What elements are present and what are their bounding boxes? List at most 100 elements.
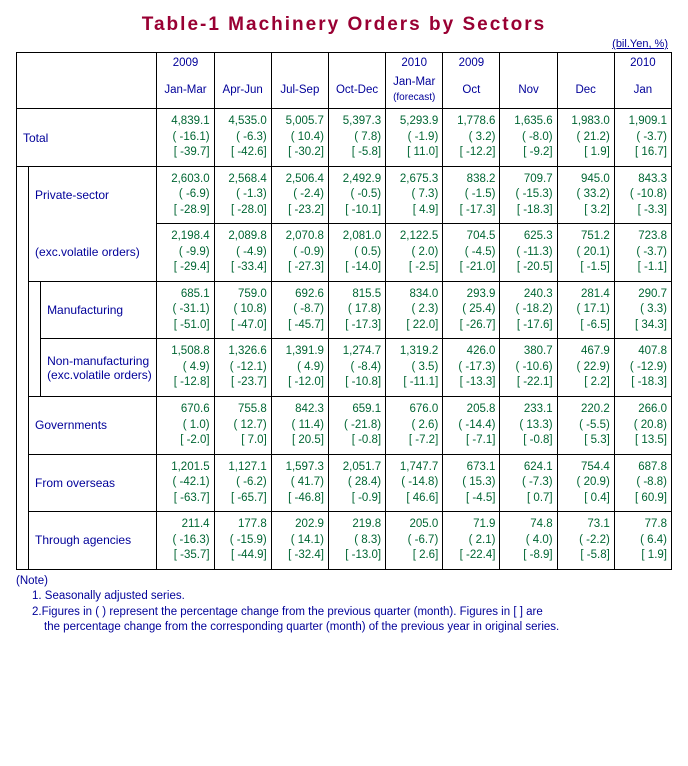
value-cell: 2,603.0 ( -6.9) [ -28.9] (157, 166, 214, 224)
row-label-total: Total (17, 109, 157, 167)
value-cell: 293.9 ( 25.4) [ -26.7] (443, 281, 500, 339)
value-cell: 843.3 ( -10.8) [ -3.3] (614, 166, 671, 224)
value-cell: 692.6 ( -8.7) [ -45.7] (271, 281, 328, 339)
row-label: Non-manufacturing(exc.volatile orders) (41, 339, 157, 397)
value-cell: 755.8 ( 12.7) [ 7.0] (214, 396, 271, 454)
row-label: Private-sector (29, 166, 157, 224)
col-sub: Jul-Sep (271, 73, 328, 108)
value-cell: 1,983.0 ( 21.2) [ 1.9] (557, 109, 614, 167)
row-label: Manufacturing (41, 281, 157, 339)
value-cell: 5,005.7 ( 10.4) [ -30.2] (271, 109, 328, 167)
row-label: (exc.volatile orders) (29, 224, 157, 282)
col-sub: Dec (557, 73, 614, 108)
row-label: Through agencies (29, 512, 157, 570)
col-head: 2009 (157, 53, 214, 74)
indent-spacer (17, 166, 29, 569)
value-cell: 2,081.0 ( 0.5) [ -14.0] (328, 224, 385, 282)
col-sub: Nov (500, 73, 557, 108)
col-sub: Jan-Mar(forecast) (386, 73, 443, 108)
value-cell: 687.8 ( -8.8) [ 60.9] (614, 454, 671, 512)
value-cell: 709.7 ( -15.3) [ -18.3] (500, 166, 557, 224)
machinery-orders-table: 2009 2010 2009 2010 Jan-Mar Apr-Jun Jul-… (16, 52, 672, 570)
value-cell: 233.1 ( 13.3) [ -0.8] (500, 396, 557, 454)
value-cell: 2,492.9 ( -0.5) [ -10.1] (328, 166, 385, 224)
value-cell: 625.3 ( -11.3) [ -20.5] (500, 224, 557, 282)
value-cell: 676.0 ( 2.6) [ -7.2] (386, 396, 443, 454)
value-cell: 624.1 ( -7.3) [ 0.7] (500, 454, 557, 512)
value-cell: 2,568.4 ( -1.3) [ -28.0] (214, 166, 271, 224)
table-row: Through agencies211.4 ( -16.3) [ -35.7]1… (17, 512, 672, 570)
value-cell: 74.8 ( 4.0) [ -8.9] (500, 512, 557, 570)
table-header-top: 2009 2010 2009 2010 (17, 53, 672, 74)
value-cell: 834.0 ( 2.3) [ 22.0] (386, 281, 443, 339)
value-cell: 220.2 ( -5.5) [ 5.3] (557, 396, 614, 454)
col-sub: Apr-Jun (214, 73, 271, 108)
value-cell: 177.8 ( -15.9) [ -44.9] (214, 512, 271, 570)
value-cell: 202.9 ( 14.1) [ -32.4] (271, 512, 328, 570)
row-label: Governments (29, 396, 157, 454)
value-cell: 704.5 ( -4.5) [ -21.0] (443, 224, 500, 282)
value-cell: 77.8 ( 6.4) [ 1.9] (614, 512, 671, 570)
value-cell: 659.1 ( -21.8) [ -0.8] (328, 396, 385, 454)
value-cell: 2,198.4 ( -9.9) [ -29.4] (157, 224, 214, 282)
value-cell: 2,070.8 ( -0.9) [ -27.3] (271, 224, 328, 282)
col-head (557, 53, 614, 74)
value-cell: 1,274.7 ( -8.4) [ -10.8] (328, 339, 385, 397)
value-cell: 281.4 ( 17.1) [ -6.5] (557, 281, 614, 339)
value-cell: 2,675.3 ( 7.3) [ 4.9] (386, 166, 443, 224)
value-cell: 1,909.1 ( -3.7) [ 16.7] (614, 109, 671, 167)
col-head (271, 53, 328, 74)
value-cell: 1,326.6 ( -12.1) [ -23.7] (214, 339, 271, 397)
col-sub: Jan (614, 73, 671, 108)
value-cell: 211.4 ( -16.3) [ -35.7] (157, 512, 214, 570)
value-cell: 838.2 ( -1.5) [ -17.3] (443, 166, 500, 224)
value-cell: 426.0 ( -17.3) [ -13.3] (443, 339, 500, 397)
col-head: 2010 (614, 53, 671, 74)
value-cell: 4,839.1 ( -16.1) [ -39.7] (157, 109, 214, 167)
col-head (500, 53, 557, 74)
value-cell: 205.0 ( -6.7) [ 2.6] (386, 512, 443, 570)
value-cell: 685.1 ( -31.1) [ -51.0] (157, 281, 214, 339)
table-row: Non-manufacturing(exc.volatile orders)1,… (17, 339, 672, 397)
table-title: Table-1 Machinery Orders by Sectors (16, 14, 672, 36)
row-label: From overseas (29, 454, 157, 512)
table-row: Private-sector2,603.0 ( -6.9) [ -28.9]2,… (17, 166, 672, 224)
value-cell: 673.1 ( 15.3) [ -4.5] (443, 454, 500, 512)
col-sub: Oct (443, 73, 500, 108)
table-row: Total4,839.1 ( -16.1) [ -39.7]4,535.0 ( … (17, 109, 672, 167)
indent-spacer-2 (29, 281, 41, 396)
value-cell: 205.8 ( -14.4) [ -7.1] (443, 396, 500, 454)
value-cell: 1,508.8 ( 4.9) [ -12.8] (157, 339, 214, 397)
col-head (328, 53, 385, 74)
table-row: (exc.volatile orders)2,198.4 ( -9.9) [ -… (17, 224, 672, 282)
value-cell: 290.7 ( 3.3) [ 34.3] (614, 281, 671, 339)
unit-label: (bil.Yen, %) (16, 38, 668, 50)
col-head: 2010 (386, 53, 443, 74)
value-cell: 842.3 ( 11.4) [ 20.5] (271, 396, 328, 454)
value-cell: 240.3 ( -18.2) [ -17.6] (500, 281, 557, 339)
value-cell: 73.1 ( -2.2) [ -5.8] (557, 512, 614, 570)
col-head (214, 53, 271, 74)
col-sub: Jan-Mar (157, 73, 214, 108)
value-cell: 815.5 ( 17.8) [ -17.3] (328, 281, 385, 339)
value-cell: 751.2 ( 20.1) [ -1.5] (557, 224, 614, 282)
value-cell: 219.8 ( 8.3) [ -13.0] (328, 512, 385, 570)
value-cell: 1,201.5 ( -42.1) [ -63.7] (157, 454, 214, 512)
value-cell: 1,778.6 ( 3.2) [ -12.2] (443, 109, 500, 167)
value-cell: 407.8 ( -12.9) [ -18.3] (614, 339, 671, 397)
value-cell: 670.6 ( 1.0) [ -2.0] (157, 396, 214, 454)
value-cell: 2,051.7 ( 28.4) [ -0.9] (328, 454, 385, 512)
value-cell: 380.7 ( -10.6) [ -22.1] (500, 339, 557, 397)
table-row: Governments670.6 ( 1.0) [ -2.0]755.8 ( 1… (17, 396, 672, 454)
value-cell: 1,635.6 ( -8.0) [ -9.2] (500, 109, 557, 167)
table-row: From overseas1,201.5 ( -42.1) [ -63.7] 1,… (17, 454, 672, 512)
table-row: Manufacturing685.1 ( -31.1) [ -51.0]759.… (17, 281, 672, 339)
value-cell: 467.9 ( 22.9) [ 2.2] (557, 339, 614, 397)
value-cell: 5,397.3 ( 7.8) [ -5.8] (328, 109, 385, 167)
value-cell: 71.9 ( 2.1) [ -22.4] (443, 512, 500, 570)
value-cell: 1,391.9 ( 4.9) [ -12.0] (271, 339, 328, 397)
value-cell: 1,747.7 ( -14.8) [ 46.6] (386, 454, 443, 512)
value-cell: 723.8 ( -3.7) [ -1.1] (614, 224, 671, 282)
value-cell: 5,293.9 ( -1.9) [ 11.0] (386, 109, 443, 167)
col-head: 2009 (443, 53, 500, 74)
